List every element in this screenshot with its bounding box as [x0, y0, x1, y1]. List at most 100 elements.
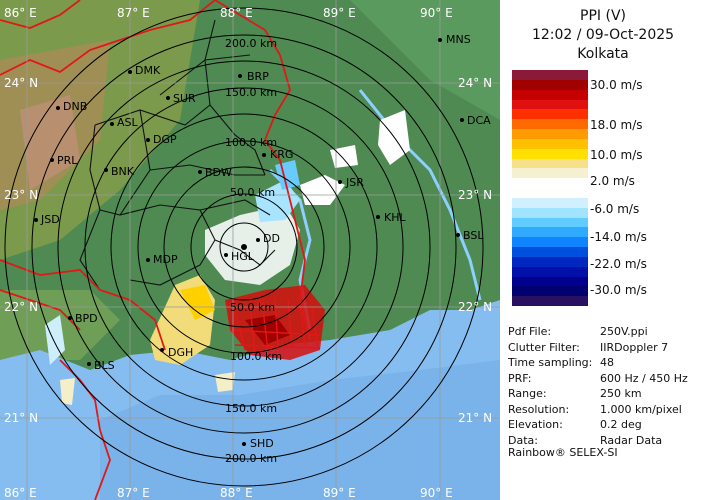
- place-label: PRL: [57, 154, 78, 167]
- metadata-key: Pdf File:: [508, 325, 552, 338]
- lon-label: 89° E: [323, 486, 356, 500]
- place-label: BNK: [111, 165, 135, 178]
- lon-label: 88° E: [220, 6, 253, 20]
- place-label: HGL: [231, 250, 255, 263]
- metadata-key: Resolution:: [508, 402, 570, 416]
- place-label: SHD: [250, 437, 274, 450]
- legend-swatch: [512, 79, 588, 91]
- legend-swatch: [512, 237, 588, 248]
- place-label: BDW: [205, 166, 232, 179]
- range-label: 50.0 km: [230, 186, 275, 199]
- metadata-value: Radar Data: [600, 433, 663, 447]
- deep-sea: [100, 360, 500, 500]
- legend-swatch: [512, 158, 588, 169]
- lon-label: 86° E: [4, 486, 37, 500]
- place-label: BPD: [75, 312, 98, 325]
- place-labels: MNS DMK BRP DNB SUR ASL DGP DCA PRL BNK …: [34, 33, 491, 450]
- lat-label: 21° N: [458, 411, 492, 425]
- legend-label: -6.0 m/s: [590, 202, 640, 216]
- metadata-row: Resolution: 1.000 km/pixel: [508, 403, 682, 416]
- legend-label: -22.0 m/s: [590, 257, 647, 271]
- legend-swatch: [512, 119, 588, 130]
- legend-swatch: [512, 99, 588, 110]
- place-label: SUR: [173, 92, 196, 105]
- place-label: BLS: [94, 359, 115, 372]
- metadata-row: Elevation: 0.2 deg: [508, 418, 642, 431]
- range-label: 150.0 km: [225, 402, 277, 415]
- legend-swatch: [512, 247, 588, 258]
- range-label: 100.0 km: [225, 136, 277, 149]
- hill-terrain: [20, 95, 80, 190]
- metadata-value: 250 km: [600, 387, 642, 400]
- product-title: PPI (V): [580, 8, 626, 24]
- legend-swatch: [512, 109, 588, 120]
- lon-label: 90° E: [420, 6, 453, 20]
- place-label: DNB: [63, 100, 87, 113]
- legend-swatch: [512, 89, 588, 100]
- place-label: ASL: [117, 116, 139, 129]
- legend-label: 2.0 m/s: [590, 174, 635, 188]
- legend-swatch: [512, 138, 588, 150]
- lon-label: 90° E: [420, 486, 453, 500]
- metadata-value: IIRDoppler 7: [600, 340, 669, 354]
- metadata-key: Elevation:: [508, 418, 563, 431]
- metadata-key: Data:: [508, 433, 538, 447]
- metadata-key: Time sampling:: [508, 356, 593, 369]
- lat-label: 22° N: [458, 300, 492, 314]
- legend-swatch: [512, 168, 588, 179]
- legend-swatch: [512, 129, 588, 140]
- metadata-row: Clutter Filter: IIRDoppler 7: [508, 341, 668, 354]
- range-label: 150.0 km: [225, 86, 277, 99]
- metadata-key: Range:: [508, 387, 547, 400]
- place-label: BRP: [247, 70, 269, 83]
- metadata-value: 48: [600, 356, 614, 369]
- lat-label: 21° N: [4, 411, 38, 425]
- legend-swatch: [512, 197, 588, 209]
- legend-label: -30.0 m/s: [590, 283, 647, 297]
- grid-labels: 86° E 87° E 88° E 89° E 90° E 86° E 87° …: [4, 6, 492, 500]
- legend-swatch: [512, 178, 588, 189]
- legend-swatch: [512, 227, 588, 238]
- metadata-value: 600 Hz / 450 Hz: [600, 371, 688, 385]
- lon-label: 86° E: [4, 6, 37, 20]
- metadata-value: 250V.ppi: [600, 325, 648, 338]
- range-label: 100.0 km: [230, 350, 282, 363]
- lat-label: 23° N: [4, 188, 38, 202]
- legend-swatch: [512, 296, 588, 307]
- metadata-key: PRF:: [508, 371, 532, 385]
- product-datetime: 12:02 / 09-Oct-2025: [531, 27, 675, 43]
- lon-label: 87° E: [117, 6, 150, 20]
- range-rings: [4, 7, 484, 487]
- legend-swatch: [512, 207, 588, 218]
- lat-label: 22° N: [4, 300, 38, 314]
- range-labels: 200.0 km 150.0 km 100.0 km 50.0 km 50.0 …: [225, 37, 282, 465]
- legend-swatch: [512, 188, 588, 199]
- metadata-row: Time sampling: 48: [508, 356, 614, 369]
- metadata-row: PRF: 600 Hz / 450 Hz: [508, 372, 688, 385]
- metadata-row: Range: 250 km: [508, 387, 642, 400]
- lon-label: 87° E: [117, 486, 150, 500]
- legend-swatch: [512, 266, 588, 277]
- radar-site-marker: [241, 244, 247, 250]
- legend-swatch: [512, 286, 588, 297]
- legend-label: 18.0 m/s: [590, 118, 643, 132]
- place-label: MNS: [446, 33, 471, 46]
- lon-label: 89° E: [323, 6, 356, 20]
- place-label: DMK: [135, 64, 161, 77]
- place-label: JSD: [40, 213, 60, 226]
- radar-map: 86° E 87° E 88° E 89° E 90° E 86° E 87° …: [0, 0, 500, 500]
- legend-swatch: [512, 70, 588, 81]
- metadata-row: Data: Radar Data: [508, 434, 662, 447]
- info-panel: PPI (V) 12:02 / 09-Oct-2025 Kolkata 30.0…: [500, 0, 706, 500]
- legend-swatch: [512, 276, 588, 287]
- graticule: [0, 0, 500, 500]
- legend-swatch: [512, 217, 588, 228]
- color-legend: [512, 70, 588, 307]
- map-canvas: 86° E 87° E 88° E 89° E 90° E 86° E 87° …: [0, 0, 500, 500]
- place-label: DGP: [153, 133, 177, 146]
- metadata-value: 0.2 deg: [600, 418, 642, 431]
- lat-label: 24° N: [458, 76, 492, 90]
- metadata-row: Pdf File: 250V.ppi: [508, 325, 648, 338]
- place-label: KHL: [384, 211, 406, 224]
